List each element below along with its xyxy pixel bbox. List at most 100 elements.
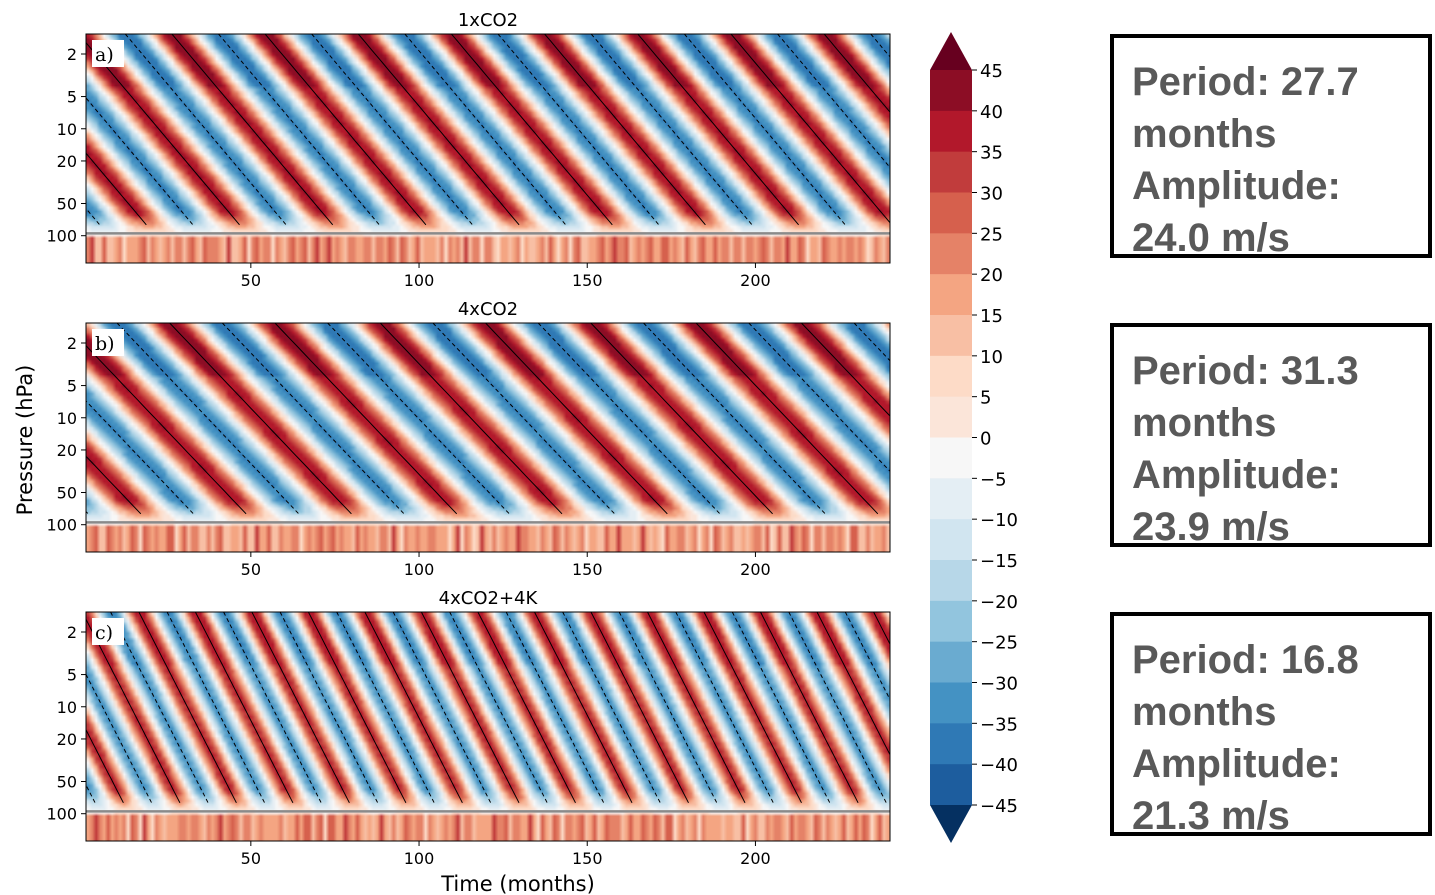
contour-line xyxy=(485,323,668,515)
contour-line xyxy=(392,612,492,804)
period-unit-text: months xyxy=(1132,401,1277,445)
y-tick-label: 50 xyxy=(57,773,77,792)
colorbar-tick-label: 20 xyxy=(980,265,1003,286)
contour-line xyxy=(364,612,463,804)
colorbar-band xyxy=(930,641,972,683)
svg-text:c): c) xyxy=(95,622,113,644)
amplitude-label: Amplitude: xyxy=(1132,164,1341,208)
contour-line xyxy=(0,612,39,803)
contour-line xyxy=(643,323,826,515)
heatmap-image xyxy=(86,323,890,552)
colorbar-tick-label: 40 xyxy=(980,102,1003,123)
colorbar-band xyxy=(930,600,972,643)
period-text: Period: 31.3 xyxy=(1132,349,1359,393)
colorbar-band xyxy=(930,682,972,724)
y-tick-label: 50 xyxy=(57,484,77,503)
colorbar-tick-label: −25 xyxy=(980,633,1018,654)
x-tick-label: 200 xyxy=(740,271,771,290)
period-text: Period: 16.8 xyxy=(1132,638,1359,682)
amplitude-text: 21.3 m/s xyxy=(1132,794,1290,838)
contour-line xyxy=(730,34,890,224)
x-tick-label: 150 xyxy=(572,849,603,868)
colorbar-band xyxy=(930,519,972,561)
panel-label: c) xyxy=(92,618,124,645)
x-tick-label: 50 xyxy=(241,849,261,868)
panel-frame xyxy=(85,322,891,553)
y-tick-label: 2 xyxy=(67,623,77,642)
y-tick-label: 100 xyxy=(46,516,77,535)
contour-line xyxy=(379,323,563,515)
contour-line xyxy=(110,612,209,804)
y-tick-label: 5 xyxy=(67,666,77,685)
contour-line xyxy=(432,323,615,515)
contour-line xyxy=(590,612,689,804)
panel-frame xyxy=(85,33,891,264)
contour-line xyxy=(853,323,890,362)
contour-line xyxy=(279,612,379,804)
contour-line xyxy=(748,323,890,473)
colorbar-tick-label: −35 xyxy=(980,714,1018,735)
contour-line xyxy=(562,612,661,804)
contour-line xyxy=(449,612,548,804)
heatmap-image xyxy=(86,612,890,841)
y-tick-label: 20 xyxy=(57,441,77,460)
contour-line xyxy=(788,612,887,804)
colorbar-band xyxy=(930,764,972,806)
y-tick-label: 10 xyxy=(57,698,77,717)
period-unit-text: months xyxy=(1132,112,1277,156)
contour-line xyxy=(86,673,153,804)
panel-1: 1xCO2 a) 2 5 10 20 50 100 50 100 150 200 xyxy=(46,10,891,290)
contour-line xyxy=(703,612,802,804)
contour-line xyxy=(171,34,334,226)
y-tick-label: 2 xyxy=(67,334,77,353)
contour-line xyxy=(336,612,435,804)
contour-line xyxy=(86,728,124,804)
colorbar-band xyxy=(930,274,972,316)
x-tick-label: 200 xyxy=(740,849,771,868)
contour-line xyxy=(505,612,605,804)
colorbar-band xyxy=(930,192,972,234)
contour-line xyxy=(420,612,520,804)
period-amplitude-box-3: Period: 16.8 months Amplitude: 21.3 m/s xyxy=(1110,612,1432,838)
panel-title: 4xCO2 xyxy=(458,299,518,320)
contour-line xyxy=(816,612,890,756)
contour-lines xyxy=(0,612,890,804)
x-tick-label: 200 xyxy=(740,560,771,579)
colorbar-tick-label: −10 xyxy=(980,510,1018,531)
y-tick-label: 10 xyxy=(57,120,77,139)
panel-frame xyxy=(85,611,891,842)
contour-line xyxy=(86,207,101,226)
x-tick-label: 150 xyxy=(572,560,603,579)
contour-line xyxy=(221,323,405,515)
contour-line xyxy=(477,612,576,804)
contour-line xyxy=(86,400,194,515)
contour-lines xyxy=(86,34,890,226)
contour-line xyxy=(760,612,859,804)
amplitude-text: 24.0 m/s xyxy=(1132,216,1290,260)
y-tick-label: 50 xyxy=(57,195,77,214)
contour-line xyxy=(327,323,510,515)
y-tick-label: 20 xyxy=(57,152,77,171)
colorbar: 45 40 35 30 25 20 15 10 5 0 −5 −10 −15 −20 −25 −30 −35 −4… xyxy=(930,32,1018,843)
contour-line xyxy=(695,323,879,515)
contour-line xyxy=(86,783,96,804)
colorbar-tick-label: 45 xyxy=(980,61,1003,82)
colorbar-tick-label: 10 xyxy=(980,347,1003,368)
y-tick-label: 10 xyxy=(57,409,77,428)
amplitude-label: Amplitude: xyxy=(1132,742,1341,786)
contour-line xyxy=(801,323,890,417)
contour-line xyxy=(451,34,613,226)
contour-line xyxy=(637,34,799,226)
contour-line xyxy=(844,612,890,701)
colorbar-tick-label: 15 xyxy=(980,306,1003,327)
period-text: Period: 27.7 xyxy=(1132,60,1359,104)
y-axis-label: Pressure (hPa) xyxy=(13,365,37,516)
x-tick-label: 50 xyxy=(241,560,261,579)
contour-line xyxy=(0,612,10,803)
contour-line xyxy=(618,612,718,804)
contour-lines xyxy=(86,323,890,515)
contour-line xyxy=(194,612,294,804)
svg-text:a): a) xyxy=(95,44,114,66)
